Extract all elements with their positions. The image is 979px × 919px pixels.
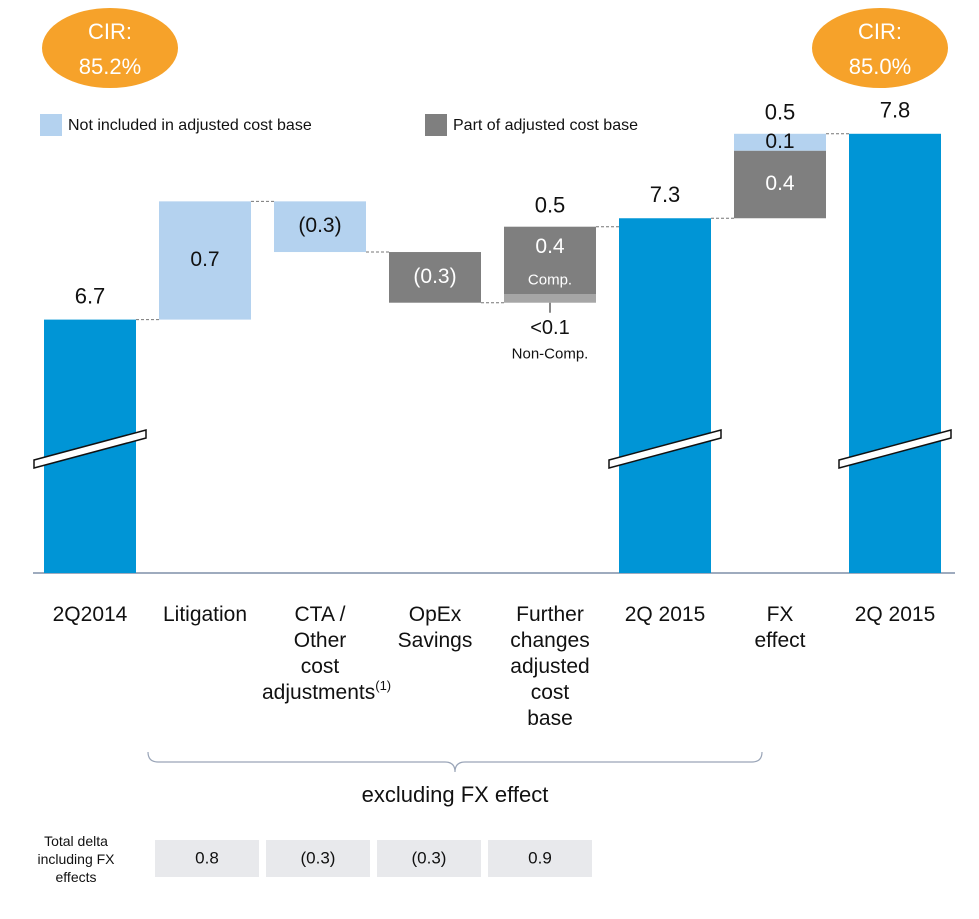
cir-value: 85.0% [849,54,911,79]
axis-break [838,429,952,469]
delta-box-label: (0.3) [412,848,447,867]
category-text: Litigation [162,603,248,626]
category-text: CTA / Other cost adjustments [262,603,376,704]
category-text: 2Q2014 [52,603,128,626]
x-tick-label: 2Q 2015 [607,602,723,628]
footnote: (1) [375,678,391,693]
delta-box [377,840,481,877]
delta-bar [504,294,596,303]
total-label: 7.3 [650,182,681,207]
category-text: 2Q 2015 [624,603,706,626]
delta-label: 0.4 [535,235,565,258]
cir-label: CIR: [88,19,132,44]
axis-break [33,429,147,469]
delta-bar [159,201,251,320]
legend-label: Not included in adjusted cost base [68,117,312,134]
delta-total-label: 0.5 [765,100,796,125]
delta-bar [734,133,826,151]
x-tick-label: CTA / Other cost adjustments(1) [262,602,391,706]
x-tick-label: Further changes adjusted cost base [492,602,608,732]
delta-box-label: 0.8 [195,848,219,867]
footnote-marker: (1) [375,678,392,693]
total-bar [619,218,711,573]
cir-value: 85.2% [79,54,141,79]
delta-label: (0.3) [298,214,341,237]
delta-box [488,840,592,877]
delta-label: 0.1 [765,130,794,153]
total-delta-label: Total delta including FX effects [37,833,115,885]
legend-swatch [425,114,447,136]
delta-box-label: 0.9 [528,848,552,867]
delta-box-label: (0.3) [301,848,336,867]
x-tick-label: FX effect [722,602,838,654]
delta-bar [274,201,366,253]
delta-total-label: 0.5 [535,193,566,218]
bracket [147,751,763,773]
delta-box [155,840,259,877]
x-tick-label: Litigation [147,602,263,628]
total-label: 6.7 [75,283,106,308]
x-tick-label: 2Q2014 [32,602,148,628]
segment-sublabel: Comp. [528,271,572,288]
delta-box [266,840,370,877]
legend-label: Part of adjusted cost base [453,117,638,134]
delta-bar [389,252,481,303]
delta-label: 0.4 [765,172,795,195]
axis-break [608,429,722,469]
x-tick-label: OpEx Savings [377,602,493,654]
category-text: OpEx Savings [397,603,473,652]
x-tick-label: 2Q 2015 [837,602,953,628]
category-text: Further changes adjusted cost base [510,603,590,730]
category-text: FX effect [754,603,806,652]
delta-label: <0.1 [530,317,569,339]
cir-badge [42,8,178,88]
delta-bar [504,226,596,295]
delta-label: 0.7 [190,248,219,271]
total-bar [849,133,941,574]
cir-badge [812,8,948,88]
delta-label: (0.3) [413,265,456,288]
legend-swatch [40,114,62,136]
delta-bar [734,150,826,219]
segment-name: Non-Comp. [512,346,589,363]
bracket-label: excluding FX effect [362,782,549,807]
total-label: 7.8 [880,98,911,123]
category-text: 2Q 2015 [854,603,936,626]
cir-label: CIR: [858,19,902,44]
